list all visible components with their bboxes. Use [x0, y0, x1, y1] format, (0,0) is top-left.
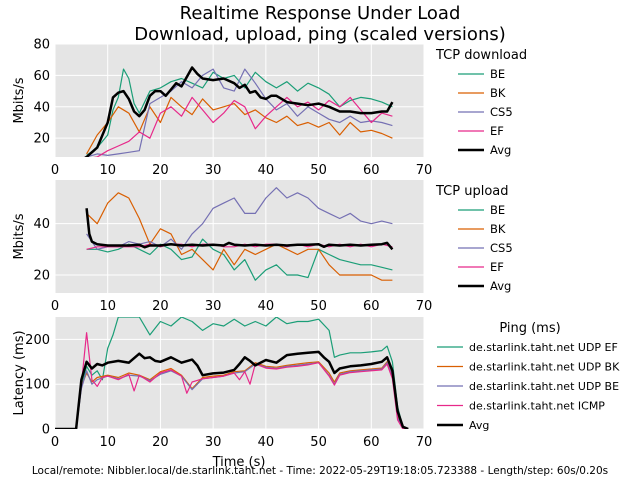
- series-line-bk: [86, 96, 393, 155]
- legend-label: BE: [490, 67, 505, 81]
- series-line-be: [55, 317, 409, 429]
- legend-label: de.starlink.taht.net UDP EF: [469, 341, 618, 354]
- x-tick-label: 70: [416, 163, 433, 178]
- legend-label: de.starlink.taht.net UDP BE: [469, 380, 619, 393]
- legend-label: BK: [490, 86, 506, 100]
- y-tick-label: 100: [25, 378, 50, 393]
- x-axis-label: Time (s): [212, 455, 266, 470]
- panel-download: 0 10 20 30 40 50 60 70 20 40 60 80 Mbits/s TCP downlo…: [12, 38, 527, 179]
- y-tick-label: 40: [33, 100, 50, 115]
- series-line-ef: [55, 332, 409, 429]
- legend-label: EF: [490, 260, 504, 274]
- x-tick-label: 50: [310, 163, 327, 178]
- y-axis-label: Mbits/s: [12, 77, 27, 123]
- legend-label: Avg: [490, 279, 511, 293]
- x-tick-label: 70: [416, 435, 433, 450]
- legend-download: TCP download BE BK CS5 EF Avg: [435, 48, 527, 157]
- legend-label: de.starlink.taht.net UDP BK: [469, 361, 620, 374]
- x-tick-label: 50: [310, 299, 327, 314]
- y-tick-label: 60: [33, 69, 50, 84]
- x-tick-label: 30: [205, 299, 222, 314]
- series-group-ping: [55, 317, 409, 429]
- series-line-avg: [55, 350, 409, 429]
- x-tick-label: 10: [99, 435, 116, 450]
- series-line-avg: [84, 66, 394, 157]
- legend-label: Avg: [490, 143, 511, 157]
- y-axis-label: Latency (ms): [12, 330, 27, 415]
- chart-subtitle: Download, upload, ping (scaled versions): [134, 24, 506, 45]
- plot-background-upload: [55, 180, 424, 293]
- x-tick-label: 60: [363, 163, 380, 178]
- series-group-download: [84, 66, 394, 157]
- x-tick-label: 40: [258, 163, 275, 178]
- y-tick-label: 0: [42, 423, 50, 438]
- x-tick-label: 10: [99, 299, 116, 314]
- x-tick-label: 60: [363, 435, 380, 450]
- x-tick-label: 70: [416, 299, 433, 314]
- series-line-cs5: [86, 68, 393, 157]
- legend-title: Ping (ms): [499, 321, 560, 336]
- x-tick-label: 0: [51, 435, 59, 450]
- legend-ping: Ping (ms) de.starlink.taht.net UDP EF de.s…: [437, 321, 620, 432]
- y-tick-label: 40: [33, 217, 50, 232]
- x-tick-label: 30: [205, 163, 222, 178]
- x-tick-label: 20: [152, 163, 169, 178]
- plot-background-ping: [55, 317, 424, 429]
- x-tick-label: 40: [258, 299, 275, 314]
- series-line-avg: [85, 208, 394, 251]
- x-tick-label: 30: [205, 435, 222, 450]
- y-tick-label: 20: [33, 132, 50, 147]
- legend-label: CS5: [490, 241, 513, 255]
- legend-title: TCP upload: [435, 184, 509, 199]
- panel-upload: 0 10 20 30 40 50 60 70 20 40 Mbits/s TCP upload BE BK…: [12, 180, 513, 314]
- x-tick-label: 0: [51, 163, 59, 178]
- legend-label: BE: [490, 203, 505, 217]
- legend-label: EF: [490, 124, 504, 138]
- chart-title: Realtime Response Under Load: [180, 3, 461, 24]
- x-tick-label: 60: [363, 299, 380, 314]
- plot-background-download: [55, 44, 424, 157]
- y-tick-label: 200: [25, 333, 50, 348]
- x-tick-label: 20: [152, 435, 169, 450]
- x-tick-label: 50: [310, 435, 327, 450]
- x-tick-label: 10: [99, 163, 116, 178]
- x-tick-label: 0: [51, 299, 59, 314]
- series-group-upload: [85, 187, 394, 281]
- footer-text: Local/remote: Nibbler.local/de.starlink.…: [32, 465, 608, 477]
- legend-title: TCP download: [435, 48, 527, 63]
- x-tick-label: 20: [152, 299, 169, 314]
- y-tick-label: 20: [33, 269, 50, 284]
- y-axis-label: Mbits/s: [12, 213, 27, 259]
- y-tick-label: 80: [33, 38, 50, 53]
- series-line-be: [86, 238, 393, 281]
- legend-label: BK: [490, 222, 506, 236]
- series-line-bk: [55, 361, 409, 429]
- series-line-bk: [86, 192, 393, 281]
- series-line-ef: [93, 96, 393, 157]
- x-tick-label: 40: [258, 435, 275, 450]
- legend-label: CS5: [490, 105, 513, 119]
- legend-label: Avg: [469, 419, 489, 432]
- legend-upload: TCP upload BE BK CS5 EF Avg: [435, 184, 513, 293]
- legend-label: de.starlink.taht.net ICMP: [469, 400, 605, 413]
